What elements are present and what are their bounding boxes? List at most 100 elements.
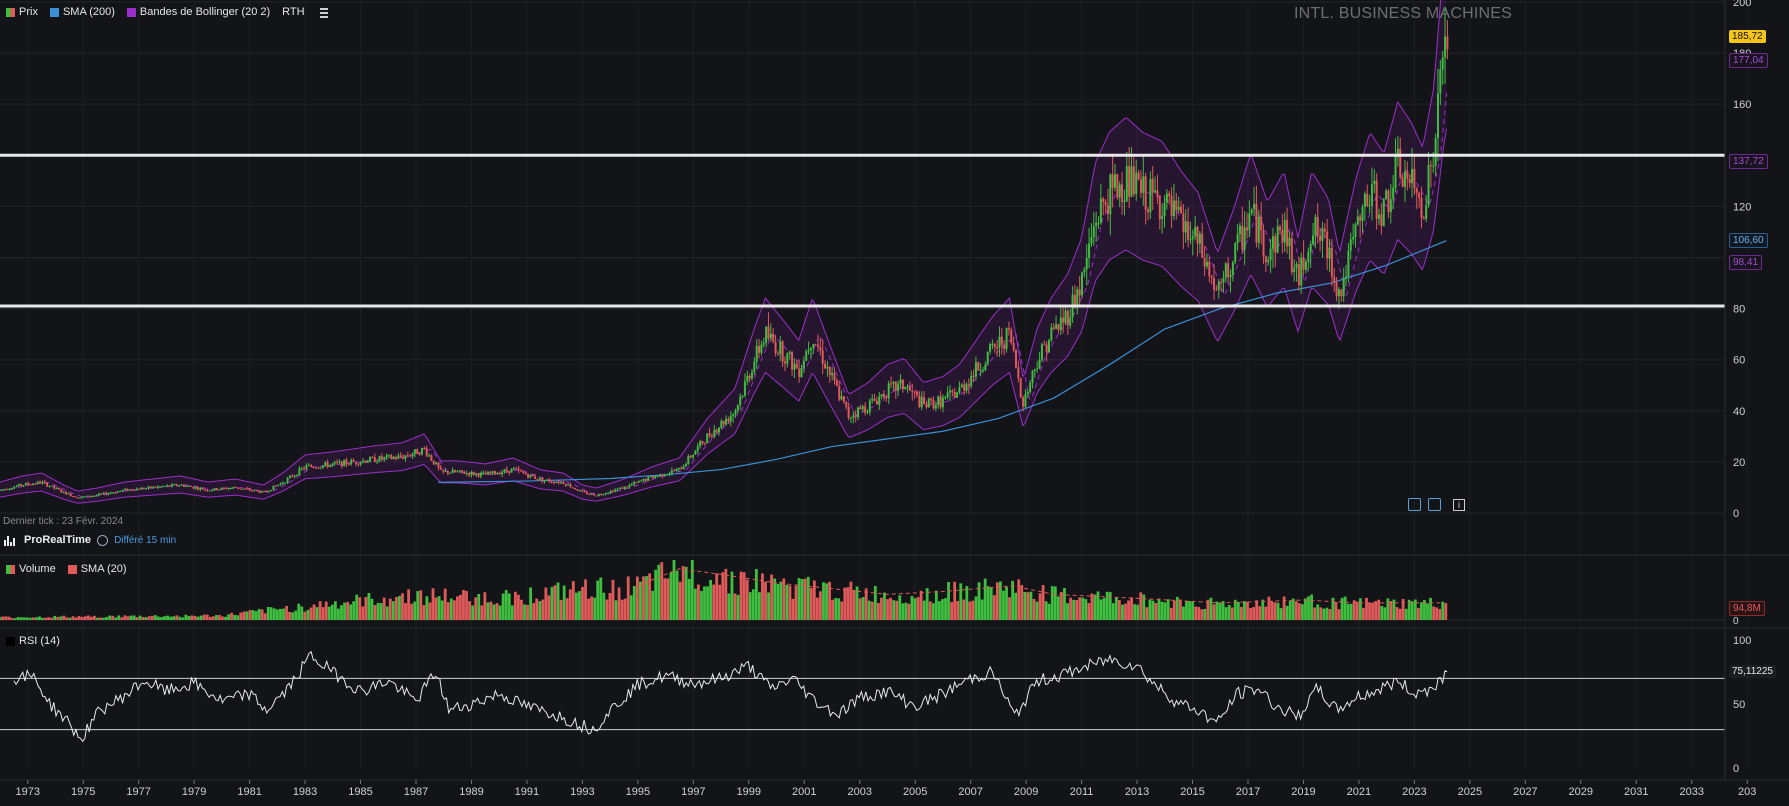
candle-body[interactable] [385,455,388,458]
volume-bar[interactable] [846,587,850,620]
candle-body[interactable] [90,496,93,498]
candle-body[interactable] [644,478,647,481]
volume-bar[interactable] [916,597,920,620]
candle-body[interactable] [1135,172,1138,195]
candle-body[interactable] [703,443,706,445]
volume-bar[interactable] [1346,603,1350,620]
volume-bar[interactable] [242,611,246,620]
volume-bar[interactable] [517,594,520,620]
volume-bar[interactable] [980,599,984,620]
volume-bar[interactable] [1160,601,1164,620]
volume-bar[interactable] [1291,598,1295,620]
volume-bar[interactable] [248,610,252,620]
candle-body[interactable] [767,326,770,339]
candle-body[interactable] [930,398,933,400]
volume-bar[interactable] [843,587,847,620]
volume-bar[interactable] [742,572,746,620]
volume-bar[interactable] [343,602,346,620]
volume-bar[interactable] [761,573,764,620]
candle-body[interactable] [1118,184,1121,198]
candle-body[interactable] [932,399,935,409]
volume-bar[interactable] [937,601,941,620]
candle-body[interactable] [1149,178,1152,213]
candle-body[interactable] [593,493,596,496]
volume-bar[interactable] [1041,585,1045,620]
candle-body[interactable] [319,467,322,469]
volume-bar[interactable] [883,592,886,620]
volume-bar[interactable] [132,615,136,620]
candle-body[interactable] [281,483,284,485]
volume-bar[interactable] [1316,604,1320,620]
candle-body[interactable] [1175,200,1178,211]
volume-bar[interactable] [1224,607,1228,620]
volume-bar[interactable] [452,600,456,620]
brand[interactable]: ProRealTime Différé 15 min [4,534,176,546]
candle-body[interactable] [793,363,796,370]
candle-body[interactable] [710,435,713,437]
volume-bar[interactable] [538,601,542,620]
volume-bar[interactable] [941,599,944,620]
candle-body[interactable] [86,495,89,497]
candle-body[interactable] [986,351,989,365]
candle-body[interactable] [477,473,480,477]
candle-body[interactable] [326,462,329,467]
candle-body[interactable] [618,487,621,489]
volume-bar[interactable] [812,580,816,620]
candle-body[interactable] [1418,192,1421,198]
volume-bar[interactable] [376,602,380,620]
candle-body[interactable] [1031,370,1034,383]
candle-body[interactable] [1057,324,1060,330]
candle-body[interactable] [336,462,339,464]
candle-body[interactable] [27,483,30,485]
candle-body[interactable] [1052,327,1055,329]
candle-body[interactable] [941,397,944,408]
volume-bar[interactable] [550,586,554,620]
candle-body[interactable] [545,479,548,481]
volume-bar[interactable] [983,578,987,620]
candle-body[interactable] [88,495,91,497]
candle-body[interactable] [1003,344,1006,349]
volume-bar[interactable] [388,598,392,620]
volume-bar[interactable] [922,600,926,620]
candle-body[interactable] [849,417,852,419]
candle-body[interactable] [833,373,836,381]
candle-body[interactable] [43,481,46,483]
candle-body[interactable] [816,344,819,348]
candle-body[interactable] [555,482,558,484]
candle-body[interactable] [1427,165,1430,206]
volume-bar[interactable] [590,596,594,620]
candle-body[interactable] [1425,205,1428,219]
volume-bar[interactable] [547,595,551,620]
candle-body[interactable] [413,449,416,454]
volume-bar[interactable] [10,618,14,620]
candle-body[interactable] [147,486,150,489]
candle-body[interactable] [1102,198,1105,202]
candle-body[interactable] [359,462,362,465]
candle-body[interactable] [57,488,60,490]
candle-body[interactable] [340,461,343,467]
candle-body[interactable] [1168,193,1171,196]
candle-body[interactable] [920,397,923,408]
volume-bar[interactable] [135,617,139,620]
volume-bar[interactable] [294,610,298,620]
volume-bar[interactable] [1017,579,1021,620]
legend-volume-sma[interactable]: SMA (20) [67,563,127,575]
volume-bar[interactable] [849,581,853,620]
volume-bar[interactable] [870,601,874,620]
volume-bar[interactable] [1340,597,1344,620]
candle-body[interactable] [267,491,270,493]
candle-body[interactable] [715,429,718,433]
candle-body[interactable] [621,487,624,489]
candle-body[interactable] [845,401,848,408]
candle-body[interactable] [600,494,603,496]
volume-bar[interactable] [147,616,151,620]
candle-body[interactable] [1015,349,1018,368]
candle-body[interactable] [277,484,280,486]
candle-body[interactable] [1177,206,1180,211]
candle-body[interactable] [1321,228,1324,241]
candle-body[interactable] [105,492,108,495]
candle-body[interactable] [1432,165,1435,167]
volume-bar[interactable] [1066,603,1069,620]
candle-body[interactable] [1241,225,1244,250]
volume-bar[interactable] [886,599,889,620]
